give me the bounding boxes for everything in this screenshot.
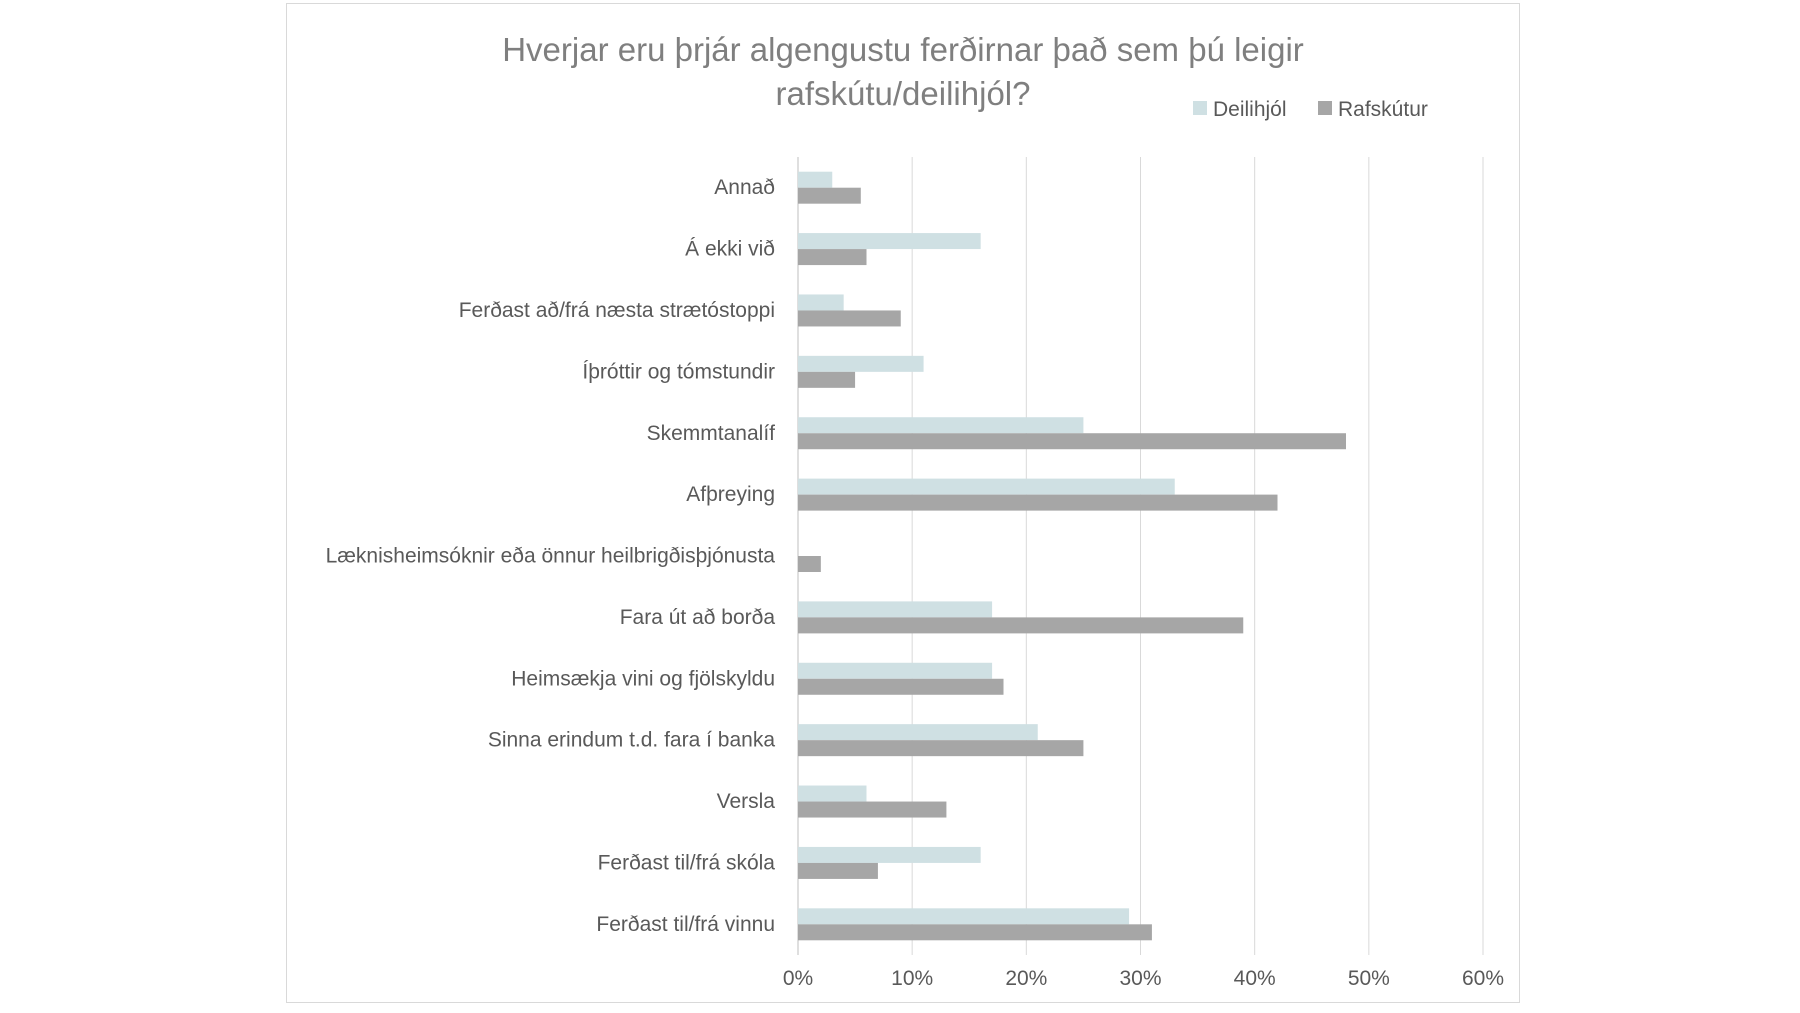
x-tick-label: 30% (1119, 967, 1161, 990)
bar-rafskutur-fer-ast-til-fra-vinnu (798, 924, 1152, 941)
bars (798, 171, 1346, 941)
bar-rafskutur-anna (798, 187, 861, 204)
bar-deilihjol-heims-kja-vini-og-fjolskyldu (798, 662, 993, 679)
bar-rafskutur-skemmtanalif (798, 433, 1346, 450)
category-label-l-knisheimsoknir-e-a-onnur-heilbrig-is-jonusta: Læknisheimsóknir eða önnur heilbrigðisþj… (326, 545, 776, 568)
bar-deilihjol-fara-ut-a-bor-a (798, 601, 993, 618)
legend-swatch-rafskutur (1318, 101, 1332, 115)
category-label-fer-ast-a-fra-n-sta-str-tostoppi: Ferðast að/frá næsta strætóstoppi (459, 299, 775, 322)
category-label-versla: Versla (717, 790, 776, 813)
x-tick-label: 60% (1462, 967, 1504, 990)
bar-deilihjol-sinna-erindum-t-d-fara-i-banka (798, 724, 1038, 741)
x-tick-label: 0% (783, 967, 813, 990)
x-tick-label: 10% (891, 967, 933, 990)
chart-title: Hverjar eru þrjár algengustu ferðirnar þ… (502, 31, 1304, 112)
bar-rafskutur-af-reying (798, 494, 1278, 511)
chart-title-line-1: Hverjar eru þrjár algengustu ferðirnar þ… (502, 31, 1304, 68)
category-label-i-rottir-og-tomstundir: Íþróttir og tómstundir (582, 360, 775, 383)
category-label-a-ekki-vi: Á ekki við (685, 238, 775, 261)
bar-rafskutur-versla (798, 801, 947, 818)
bar-deilihjol-fer-ast-a-fra-n-sta-str-tostoppi (798, 294, 844, 311)
bar-rafskutur-fer-ast-til-fra-skola (798, 862, 878, 879)
bar-rafskutur-fer-ast-a-fra-n-sta-str-tostoppi (798, 310, 901, 327)
category-label-anna: Annað (714, 176, 775, 199)
category-label-af-reying: Afþreying (686, 483, 775, 506)
category-label-fer-ast-til-fra-skola: Ferðast til/frá skóla (598, 851, 776, 874)
bar-rafskutur-sinna-erindum-t-d-fara-i-banka (798, 740, 1084, 757)
bar-rafskutur-a-ekki-vi (798, 249, 867, 266)
x-tick-label: 50% (1348, 967, 1390, 990)
x-tick-label: 40% (1234, 967, 1276, 990)
bar-deilihjol-fer-ast-til-fra-vinnu (798, 908, 1130, 925)
category-label-fara-ut-a-bor-a: Fara út að borða (620, 606, 776, 629)
x-tick-label: 20% (1005, 967, 1047, 990)
category-label-sinna-erindum-t-d-fara-i-banka: Sinna erindum t.d. fara í banka (488, 729, 775, 752)
bar-rafskutur-l-knisheimsoknir-e-a-onnur-heilbrig-is-jonusta (798, 556, 821, 572)
category-label-fer-ast-til-fra-vinnu: Ferðast til/frá vinnu (596, 913, 775, 936)
legend-label-rafskutur: Rafskútur (1338, 98, 1428, 121)
gridlines (797, 157, 1484, 955)
chart-title-line-2: rafskútu/deilihjól? (776, 75, 1031, 112)
legend-swatch-deilihjol (1193, 101, 1207, 115)
bar-deilihjol-a-ekki-vi (798, 233, 981, 250)
legend: Deilihjól Rafskútur (1193, 98, 1428, 121)
bar-rafskutur-heims-kja-vini-og-fjolskyldu (798, 678, 1004, 695)
category-labels: Annað Á ekki við Ferðast að/frá næsta stræ… (326, 176, 776, 936)
bar-deilihjol-anna (798, 171, 833, 188)
x-tick-labels: 0% 10% 20% 30% 40% 50% 60% (783, 967, 1504, 990)
bar-rafskutur-i-rottir-og-tomstundir (798, 371, 856, 388)
category-label-skemmtanalif: Skemmtanalíf (647, 422, 776, 445)
bar-deilihjol-versla (798, 785, 867, 802)
bar-deilihjol-i-rottir-og-tomstundir (798, 355, 924, 372)
category-label-heims-kja-vini-og-fjolskyldu: Heimsækja vini og fjölskyldu (511, 667, 775, 690)
bar-rafskutur-fara-ut-a-bor-a (798, 617, 1244, 634)
bar-deilihjol-fer-ast-til-fra-skola (798, 846, 981, 863)
legend-label-deilihjol: Deilihjól (1213, 98, 1287, 121)
bar-deilihjol-af-reying (798, 478, 1175, 495)
bar-deilihjol-skemmtanalif (798, 417, 1084, 434)
